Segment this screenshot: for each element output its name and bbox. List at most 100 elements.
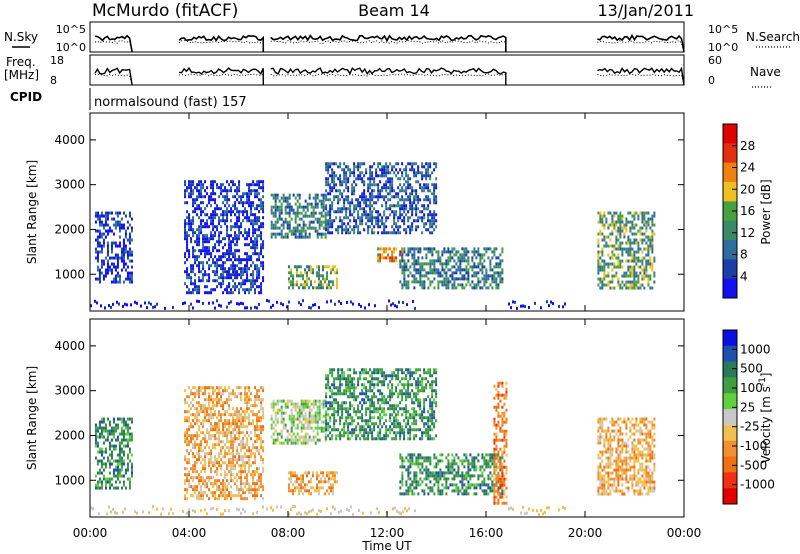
echo-cell xyxy=(651,223,654,227)
echo-cell xyxy=(334,474,336,478)
echo-cell xyxy=(457,259,460,263)
echo-cell xyxy=(331,371,334,375)
echo-cell xyxy=(226,258,229,262)
echo-cell xyxy=(649,247,652,251)
echo-cell xyxy=(405,286,408,290)
echo-cell xyxy=(242,219,245,223)
echo-cell xyxy=(300,226,303,230)
echo-cell xyxy=(192,264,195,268)
echo-cell xyxy=(300,232,303,236)
echo-cell xyxy=(250,410,253,414)
echo-cell xyxy=(298,414,301,418)
echo-cell xyxy=(190,392,193,396)
echo-cell xyxy=(312,471,314,475)
echo-cell xyxy=(256,437,259,441)
echo-cell xyxy=(300,211,303,215)
echo-cell xyxy=(471,256,474,260)
echo-cell xyxy=(254,183,257,187)
echo-cell xyxy=(192,180,195,184)
echo-cell xyxy=(310,220,313,224)
echo-cell xyxy=(617,238,620,242)
echo-cell xyxy=(280,223,283,227)
echo-cell xyxy=(188,225,191,229)
echo-cell xyxy=(328,283,330,287)
echo-cell xyxy=(258,302,260,306)
echo-cell xyxy=(425,256,428,260)
echo-cell xyxy=(238,255,241,259)
echo-cell xyxy=(106,250,109,254)
echo-cell xyxy=(369,389,372,393)
echo-cell xyxy=(196,407,199,411)
echo-cell xyxy=(451,256,454,260)
echo-cell xyxy=(254,446,257,450)
echo-cell xyxy=(312,211,315,215)
echo-cell xyxy=(242,437,245,441)
echo-cell xyxy=(361,383,364,387)
echo-cell xyxy=(198,443,201,447)
echo-cell xyxy=(188,419,191,423)
echo-cell xyxy=(345,183,348,187)
echo-cell xyxy=(324,280,326,284)
echo-cell xyxy=(258,255,261,259)
echo-cell xyxy=(308,220,311,224)
echo-cell xyxy=(333,198,336,202)
echo-cell xyxy=(246,404,249,408)
echo-cell xyxy=(226,422,229,426)
echo-cell xyxy=(228,255,231,259)
echo-cell xyxy=(619,217,622,221)
echo-cell xyxy=(479,280,482,284)
echo-cell xyxy=(230,461,233,465)
echo-cell xyxy=(495,280,498,284)
echo-cell xyxy=(250,306,252,310)
echo-cell xyxy=(246,455,249,459)
echo-cell xyxy=(421,162,424,166)
echo-cell xyxy=(290,426,293,430)
echo-cell xyxy=(345,407,348,411)
echo-cell xyxy=(327,219,330,223)
echo-cell xyxy=(212,398,215,402)
echo-cell xyxy=(365,407,368,411)
echo-cell xyxy=(306,423,309,427)
echo-cell xyxy=(369,219,372,223)
echo-cell xyxy=(329,165,332,169)
echo-cell xyxy=(401,198,404,202)
echo-cell xyxy=(122,256,125,260)
echo-cell xyxy=(196,264,199,268)
echo-cell xyxy=(206,407,209,411)
echo-cell xyxy=(252,213,255,217)
echo-cell xyxy=(329,371,332,375)
echo-cell xyxy=(220,213,223,217)
echo-cell xyxy=(339,198,342,202)
echo-cell xyxy=(477,280,480,284)
echo-cell xyxy=(421,210,424,214)
echo-cell xyxy=(232,225,235,229)
echo-cell xyxy=(335,401,338,405)
echo-cell xyxy=(248,204,251,208)
echo-cell xyxy=(429,262,432,266)
echo-cell xyxy=(96,265,99,269)
echo-cell xyxy=(212,413,215,417)
echo-cell xyxy=(228,386,231,390)
echo-cell xyxy=(383,380,386,384)
echo-cell xyxy=(425,222,428,226)
echo-cell xyxy=(439,262,442,266)
echo-cell xyxy=(202,479,205,483)
echo-cell xyxy=(256,491,259,495)
echo-cell xyxy=(325,183,328,187)
echo-cell xyxy=(343,392,346,396)
echo-cell xyxy=(206,225,209,229)
echo-cell xyxy=(236,419,239,423)
echo-cell xyxy=(126,265,129,269)
echo-cell xyxy=(375,222,378,226)
echo-cell xyxy=(208,395,211,399)
echo-cell xyxy=(246,401,249,405)
echo-cell xyxy=(641,274,644,278)
echo-cell xyxy=(629,211,632,215)
echo-cell xyxy=(597,250,600,254)
echo-cell xyxy=(499,253,502,257)
echo-cell xyxy=(637,247,640,251)
echo-cell xyxy=(351,228,354,232)
echo-cell xyxy=(322,199,325,203)
echo-cell xyxy=(294,265,296,269)
echo-cell xyxy=(629,268,632,272)
